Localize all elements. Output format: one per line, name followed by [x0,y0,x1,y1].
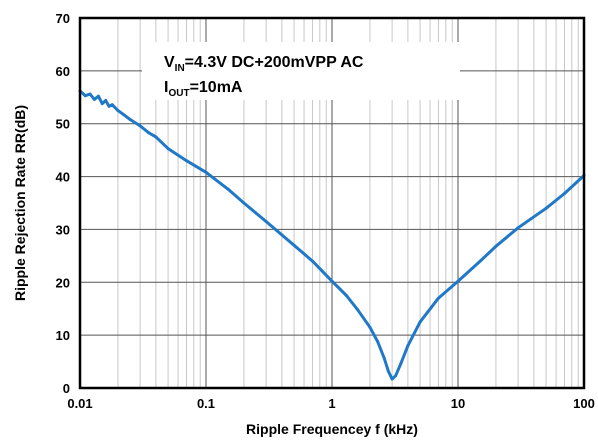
series-point [116,109,120,112]
series-point [104,99,108,102]
series-point [110,103,114,107]
annotation-line-2: IOUT=10mA [164,79,243,99]
series-point [226,187,230,191]
y-tick-label: 50 [56,117,70,132]
series-point [107,104,111,108]
y-tick-label: 0 [63,381,70,396]
y-tick-label: 20 [56,275,70,290]
series-point [376,340,380,343]
series-point [185,159,188,163]
x-tick-label: 1 [328,396,335,411]
y-tick-labels: 0 10 20 30 40 50 60 70 [56,11,70,396]
series-point [382,356,386,360]
y-tick-label: 70 [56,11,70,26]
series-point [100,102,104,106]
annotation-box: VIN=4.3V DC+200mVPP AC IOUT=10mA [142,42,460,100]
series-point [563,192,566,195]
annotation-background [142,42,460,100]
series-point [138,124,142,128]
series-point [390,377,394,381]
series-point [478,259,482,263]
x-tick-label: 0.1 [197,396,215,411]
series-point [418,320,422,324]
series-point [456,279,460,283]
series-point [311,259,314,263]
series-point [166,147,170,151]
x-axis-title: Ripple Frequencey f (kHz) [246,421,418,437]
y-tick-label: 60 [56,64,70,79]
series-point [292,243,296,247]
series-point [92,97,96,101]
series-point [437,296,440,300]
series-point [204,170,208,174]
series-point [242,201,246,205]
y-tick-label: 10 [56,328,70,343]
x-tick-label: 0.01 [67,396,92,411]
series-point [83,94,87,98]
series-point [494,244,498,248]
series-point [128,118,132,121]
x-tick-label: 10 [451,396,465,411]
series-point [344,294,348,297]
x-tick-label: 100 [573,396,595,411]
series-point [121,112,125,116]
series-point [330,279,334,283]
y-tick-label: 30 [56,222,70,237]
series-point [399,362,403,366]
series-point [386,369,390,373]
y-tick-label: 40 [56,170,70,185]
series-point [88,92,92,96]
series-point [147,131,151,135]
series-point [356,308,360,312]
series-point [154,135,158,139]
series-point [516,226,520,230]
plot-border [78,16,586,390]
annotation-line-1: VIN=4.3V DC+200mVPP AC [164,54,364,74]
series-point [368,325,372,329]
series-point [544,206,548,210]
series-point [394,374,398,378]
x-tick-labels: 0.01 0.1 1 10 100 [67,396,595,411]
series-point [264,220,268,223]
series-point [96,94,100,98]
y-axis-title: Ripple Rejection Rate RR(dB) [12,105,28,301]
series-point [406,344,410,348]
